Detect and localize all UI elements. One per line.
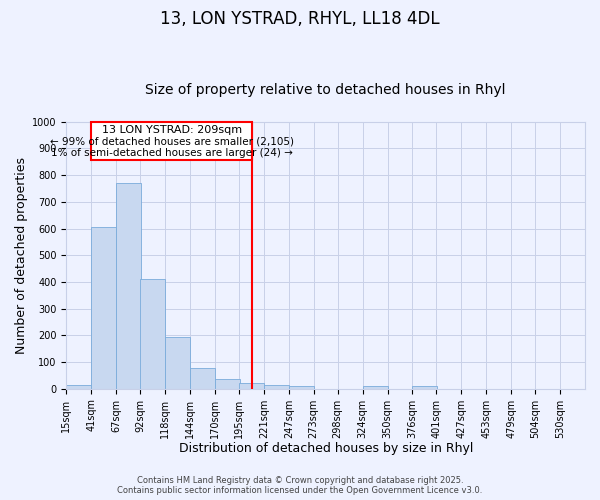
Text: 1% of semi-detached houses are larger (24) →: 1% of semi-detached houses are larger (2… <box>51 148 293 158</box>
Bar <box>190 368 215 388</box>
X-axis label: Distribution of detached houses by size in Rhyl: Distribution of detached houses by size … <box>179 442 473 455</box>
Bar <box>91 227 116 388</box>
Bar <box>116 183 141 388</box>
Bar <box>140 278 165 388</box>
Bar <box>67 384 91 388</box>
Title: Size of property relative to detached houses in Rhyl: Size of property relative to detached ho… <box>145 83 506 97</box>
Bar <box>215 378 240 388</box>
Text: ← 99% of detached houses are smaller (2,105): ← 99% of detached houses are smaller (2,… <box>50 136 294 146</box>
Text: 13, LON YSTRAD, RHYL, LL18 4DL: 13, LON YSTRAD, RHYL, LL18 4DL <box>160 10 440 28</box>
Bar <box>362 386 388 388</box>
Bar <box>289 386 314 388</box>
FancyBboxPatch shape <box>91 122 253 160</box>
Bar <box>264 384 289 388</box>
Text: Contains HM Land Registry data © Crown copyright and database right 2025.
Contai: Contains HM Land Registry data © Crown c… <box>118 476 482 495</box>
Bar <box>239 384 264 388</box>
Y-axis label: Number of detached properties: Number of detached properties <box>15 157 28 354</box>
Text: 13 LON YSTRAD: 209sqm: 13 LON YSTRAD: 209sqm <box>102 124 242 134</box>
Bar <box>412 386 437 388</box>
Bar <box>165 337 190 388</box>
